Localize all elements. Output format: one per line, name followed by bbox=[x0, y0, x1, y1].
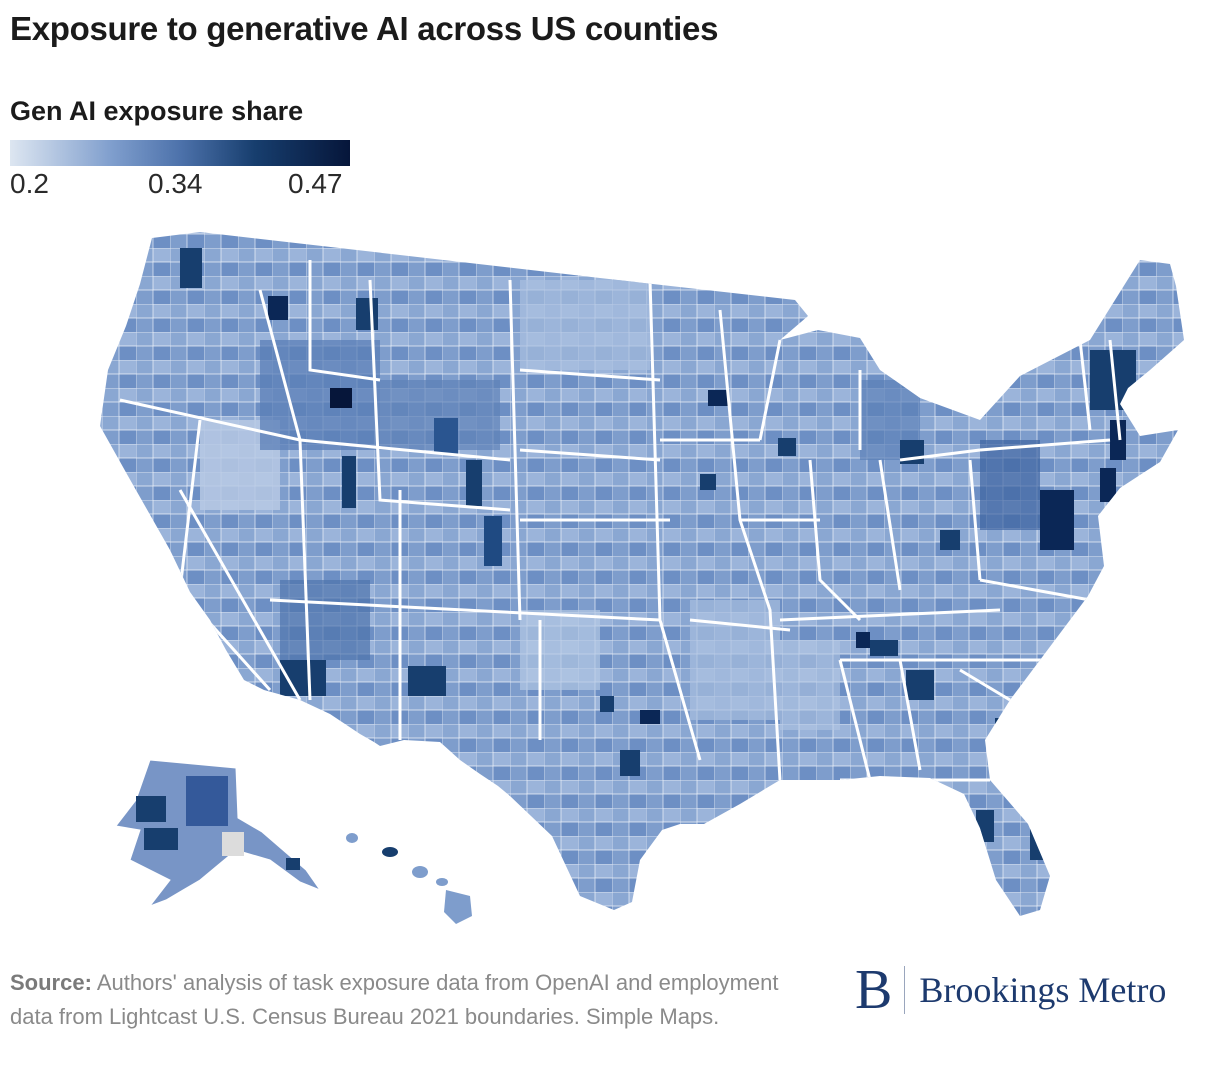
brookings-metro-logo: B Brookings Metro bbox=[855, 960, 1166, 1020]
legend-title: Gen AI exposure share bbox=[10, 96, 304, 126]
brookings-metro-wordmark: Brookings Metro bbox=[919, 970, 1167, 1010]
legend-tick-mid: 0.34 bbox=[148, 168, 203, 199]
source-note: Source: Authors' analysis of task exposu… bbox=[10, 966, 810, 1034]
legend-tick-max: 0.47 bbox=[288, 168, 343, 199]
source-label: Source: bbox=[10, 970, 92, 995]
hawaii-shape bbox=[346, 833, 472, 924]
legend-color-bar bbox=[10, 140, 350, 166]
logo-divider bbox=[904, 966, 906, 1014]
us-county-choropleth-map bbox=[0, 220, 1220, 940]
legend-tick-min: 0.2 bbox=[10, 168, 49, 199]
map-title: Exposure to generative AI across US coun… bbox=[10, 10, 719, 47]
source-text: Authors' analysis of task exposure data … bbox=[10, 970, 779, 1029]
brookings-b-logo-mark: B bbox=[855, 959, 893, 1021]
alaska-shape bbox=[115, 759, 322, 908]
